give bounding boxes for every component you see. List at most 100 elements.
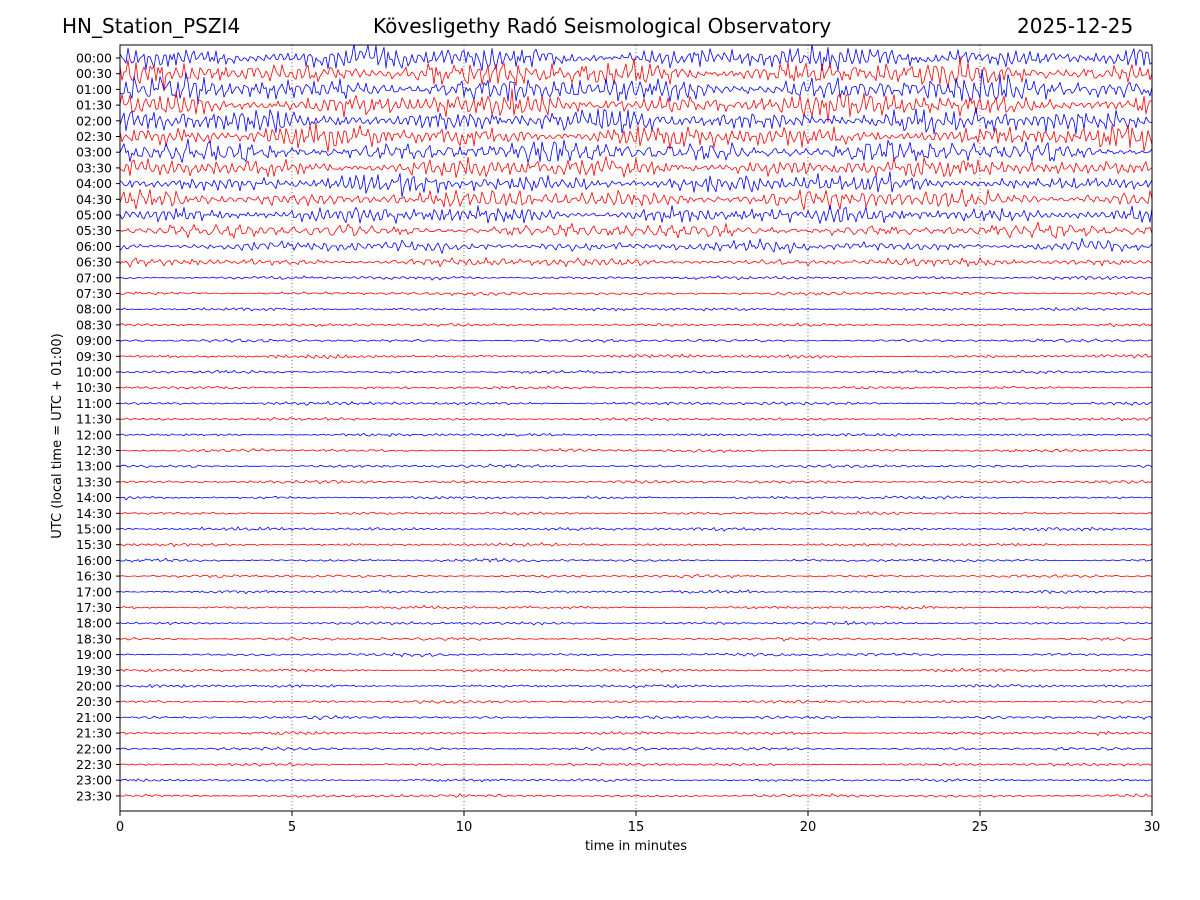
trace-0530 xyxy=(120,221,1152,239)
trace-1430 xyxy=(120,510,1152,516)
row-label-0100: 01:00 xyxy=(76,82,112,97)
row-label-0530: 05:30 xyxy=(76,223,112,238)
trace-2100 xyxy=(120,715,1152,721)
trace-0500 xyxy=(120,205,1152,224)
station-name: HN_Station_PSZI4 xyxy=(62,14,241,38)
trace-1100 xyxy=(120,400,1152,406)
row-label-0630: 06:30 xyxy=(76,255,112,270)
trace-1730 xyxy=(120,604,1152,610)
row-label-0500: 05:00 xyxy=(76,208,112,223)
trace-0130 xyxy=(120,88,1152,123)
row-label-2300: 23:00 xyxy=(76,773,112,788)
x-tick-label-15: 15 xyxy=(628,820,645,835)
row-label-1930: 19:30 xyxy=(76,663,112,678)
row-label-0800: 08:00 xyxy=(76,302,112,317)
row-label-0300: 03:00 xyxy=(76,145,112,160)
x-tick-label-20: 20 xyxy=(800,820,817,835)
trace-1930 xyxy=(120,667,1152,673)
trace-1400 xyxy=(120,495,1152,501)
row-label-1230: 12:30 xyxy=(76,443,112,458)
trace-0600 xyxy=(120,237,1152,254)
row-label-0730: 07:30 xyxy=(76,286,112,301)
trace-0730 xyxy=(120,290,1152,296)
row-label-0400: 04:00 xyxy=(76,176,112,191)
trace-2200 xyxy=(120,746,1152,751)
trace-0030 xyxy=(120,56,1152,92)
row-label-0230: 02:30 xyxy=(76,129,112,144)
row-label-1900: 19:00 xyxy=(76,647,112,662)
row-label-1600: 16:00 xyxy=(76,553,112,568)
trace-1630 xyxy=(120,574,1152,579)
row-label-2330: 23:30 xyxy=(76,788,112,803)
trace-0630 xyxy=(120,257,1152,268)
record-date: 2025-12-25 xyxy=(1017,14,1134,38)
trace-2130 xyxy=(120,730,1152,736)
row-label-0030: 00:30 xyxy=(76,66,112,81)
trace-1230 xyxy=(120,447,1152,454)
x-tick-label-0: 0 xyxy=(116,820,124,835)
trace-2000 xyxy=(120,683,1152,689)
row-label-0830: 08:30 xyxy=(76,317,112,332)
trace-1530 xyxy=(120,542,1152,547)
trace-1800 xyxy=(120,620,1152,626)
trace-0400 xyxy=(120,171,1152,198)
row-label-1330: 13:30 xyxy=(76,474,112,489)
row-label-0430: 04:30 xyxy=(76,192,112,207)
trace-1900 xyxy=(120,652,1152,658)
x-tick-label-30: 30 xyxy=(1144,820,1161,835)
trace-2330 xyxy=(120,793,1152,798)
trace-0230 xyxy=(120,121,1152,153)
row-label-1300: 13:00 xyxy=(76,459,112,474)
trace-1130 xyxy=(120,416,1152,422)
row-label-1200: 12:00 xyxy=(76,427,112,442)
trace-0430 xyxy=(120,188,1152,211)
row-label-2130: 21:30 xyxy=(76,726,112,741)
x-axis-ticks: 0 5 10 15 20 25 30 xyxy=(116,811,1160,835)
row-label-1430: 14:30 xyxy=(76,506,112,521)
x-tick-label-10: 10 xyxy=(456,820,473,835)
row-label-1800: 18:00 xyxy=(76,616,112,631)
row-label-1630: 16:30 xyxy=(76,569,112,584)
trace-1600 xyxy=(120,557,1152,563)
y-axis-ticks: 00:0000:3001:0001:3002:0002:3003:0003:30… xyxy=(76,51,120,803)
row-label-1830: 18:30 xyxy=(76,631,112,646)
row-label-1000: 10:00 xyxy=(76,365,112,380)
x-tick-label-5: 5 xyxy=(288,820,296,835)
row-label-1400: 14:00 xyxy=(76,490,112,505)
row-label-2100: 21:00 xyxy=(76,710,112,725)
row-label-1700: 17:00 xyxy=(76,584,112,599)
trace-2230 xyxy=(120,762,1152,767)
trace-0300 xyxy=(120,138,1152,164)
trace-1500 xyxy=(120,526,1152,532)
row-label-0930: 09:30 xyxy=(76,349,112,364)
row-label-1730: 17:30 xyxy=(76,600,112,615)
trace-1200 xyxy=(120,432,1152,438)
trace-0000 xyxy=(120,45,1152,72)
trace-2030 xyxy=(120,699,1152,704)
x-axis-label: time in minutes xyxy=(585,839,687,854)
trace-0330 xyxy=(120,156,1152,179)
row-label-0000: 00:00 xyxy=(76,51,112,66)
row-label-1530: 15:30 xyxy=(76,537,112,552)
row-label-2000: 20:00 xyxy=(76,679,112,694)
trace-1030 xyxy=(120,385,1152,390)
trace-0830 xyxy=(120,322,1152,328)
trace-1700 xyxy=(120,589,1152,595)
row-label-2230: 22:30 xyxy=(76,757,112,772)
trace-0900 xyxy=(120,338,1152,343)
row-label-0330: 03:30 xyxy=(76,160,112,175)
trace-1330 xyxy=(120,479,1152,485)
trace-0800 xyxy=(120,307,1152,312)
observatory-name: Kövesligethy Radó Seismological Observat… xyxy=(373,14,832,38)
trace-0100 xyxy=(120,69,1152,105)
trace-1000 xyxy=(120,369,1152,375)
row-label-0130: 01:30 xyxy=(76,98,112,113)
row-label-1030: 10:30 xyxy=(76,380,112,395)
row-label-1500: 15:00 xyxy=(76,522,112,537)
row-label-2200: 22:00 xyxy=(76,741,112,756)
trace-0700 xyxy=(120,275,1152,281)
trace-2300 xyxy=(120,778,1152,783)
x-tick-label-25: 25 xyxy=(972,820,989,835)
row-label-1130: 11:30 xyxy=(76,412,112,427)
